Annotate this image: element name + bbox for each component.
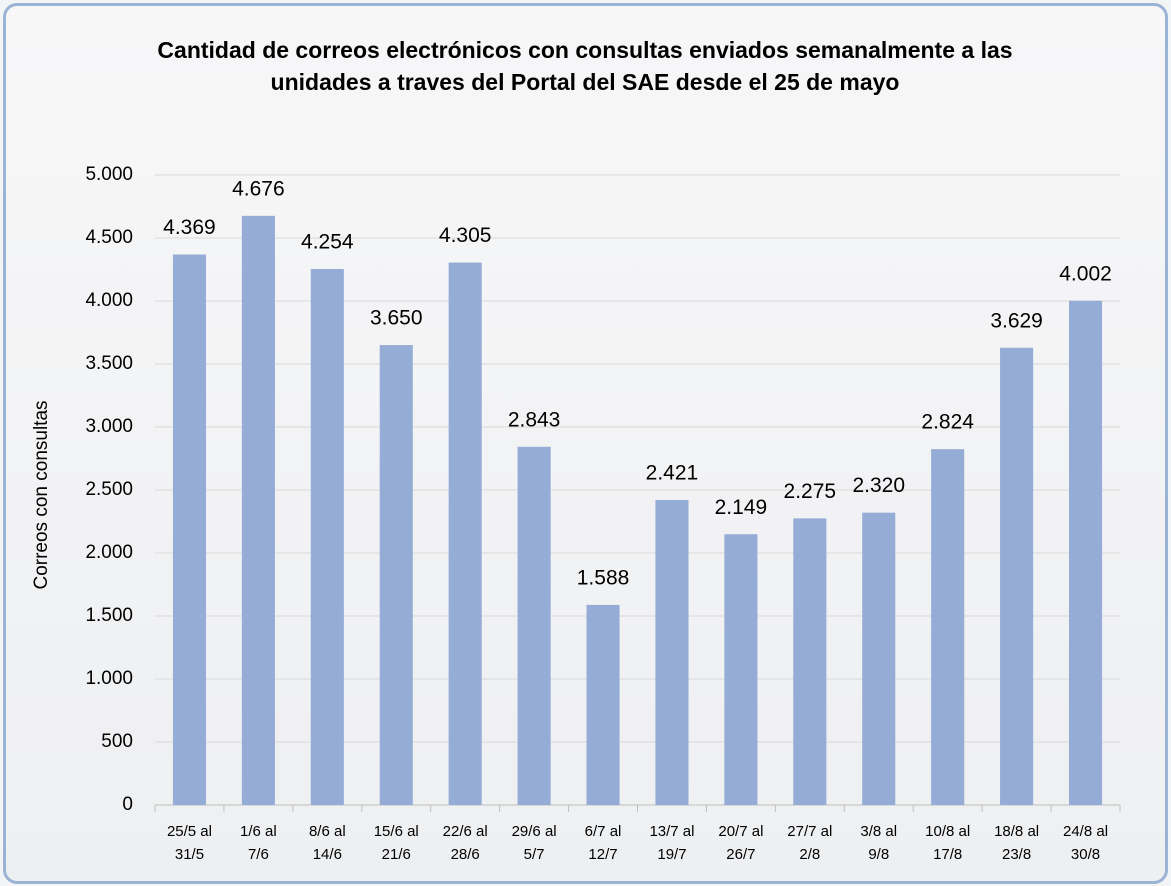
value-label: 4.676 <box>232 177 285 200</box>
y-tick-label: 1.000 <box>85 668 133 689</box>
bar <box>173 255 206 805</box>
bar <box>931 449 964 805</box>
value-label: 2.320 <box>852 474 905 497</box>
bar <box>655 500 688 805</box>
y-tick-label: 1.500 <box>85 605 133 626</box>
bar <box>586 605 619 805</box>
chart: Correos con consultas 0 500 1.000 1.500 2.00… <box>0 0 1171 886</box>
bar <box>242 216 275 805</box>
value-label: 4.369 <box>163 216 216 239</box>
bar <box>793 518 826 805</box>
y-tick-label: 3.500 <box>85 353 133 374</box>
y-tick-label: 2.500 <box>85 479 133 500</box>
bar <box>1000 348 1033 805</box>
y-tick-label: 500 <box>101 731 133 752</box>
value-label: 2.149 <box>715 496 768 519</box>
bar <box>862 513 895 805</box>
value-label: 2.421 <box>646 462 699 485</box>
value-label: 2.824 <box>921 411 974 434</box>
bar <box>380 345 413 805</box>
value-label: 1.588 <box>577 566 630 589</box>
value-label: 2.275 <box>784 480 837 503</box>
value-label: 3.629 <box>990 309 1043 332</box>
value-label: 4.305 <box>439 224 492 247</box>
y-tick-label: 3.000 <box>85 416 133 437</box>
page: Cantidad de correos electrónicos con con… <box>0 0 1171 886</box>
y-tick-label: 4.500 <box>85 227 133 248</box>
bar <box>449 263 482 805</box>
value-label: 4.002 <box>1059 262 1112 285</box>
y-tick-label: 4.000 <box>85 290 133 311</box>
value-label: 2.843 <box>508 408 561 431</box>
bar <box>1069 301 1102 805</box>
y-tick-label: 2.000 <box>85 542 133 563</box>
bar <box>311 269 344 805</box>
value-label: 3.650 <box>370 307 423 330</box>
bar <box>724 534 757 805</box>
bar <box>518 447 551 805</box>
value-label: 4.254 <box>301 231 354 254</box>
y-tick-label: 5.000 <box>85 164 133 185</box>
y-axis-label: Correos con consultas <box>31 400 52 589</box>
y-tick-label: 0 <box>122 794 133 815</box>
